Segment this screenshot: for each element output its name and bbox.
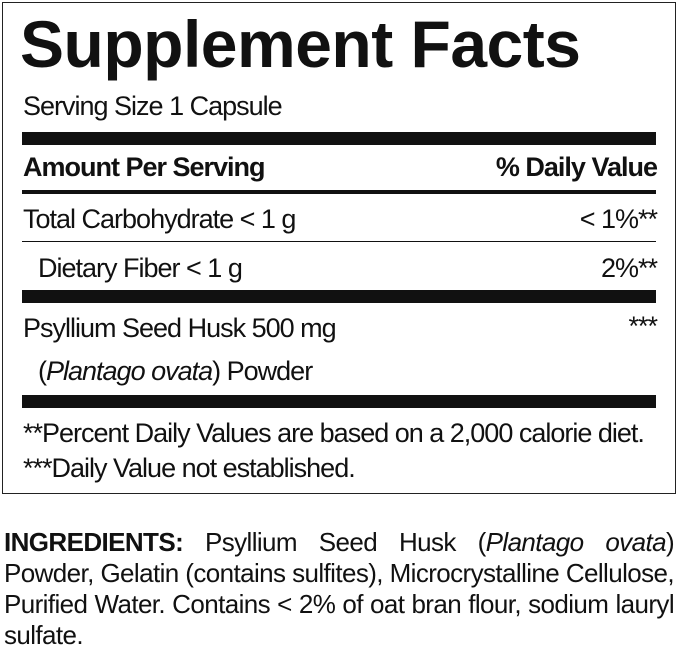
ingredients-text: INGREDIENTS: Psyllium Seed Husk (Plantag… [4, 527, 675, 651]
serving-size: Serving Size 1 Capsule [23, 91, 283, 121]
sub-rest: ) Powder [212, 356, 313, 386]
divider-thick [22, 132, 656, 145]
ingredients-label: INGREDIENTS: [4, 527, 184, 557]
row-dv: 2%** [600, 253, 658, 283]
footnote: **Percent Daily Values are based on a 2,… [23, 418, 645, 448]
divider-thin [22, 241, 656, 242]
supplement-facts-panel [2, 2, 676, 494]
paren: ( [38, 356, 47, 386]
row-sublabel: (Plantago ovata) Powder [38, 355, 313, 387]
row-label: Dietary Fiber < 1 g [38, 253, 243, 283]
divider-medium [22, 190, 656, 194]
row-label: Total Carbohydrate < 1 g [23, 204, 296, 234]
footnote: ***Daily Value not established. [23, 453, 356, 483]
ingredients-part: Psyllium Seed Husk ( [183, 527, 486, 557]
daily-value-header: % Daily Value [495, 152, 658, 182]
divider-thick [22, 290, 656, 303]
ingredients-part: ) Powder, Gelatin (contains sulfites), M… [4, 527, 675, 650]
ingredients-species: Plantago ovata [485, 527, 667, 557]
species-name: Plantago ovata [46, 356, 213, 386]
amount-per-serving-header: Amount Per Serving [23, 152, 266, 182]
row-dv: *** [628, 311, 658, 341]
row-label: Psyllium Seed Husk 500 mg [23, 313, 337, 343]
divider-thick [22, 395, 656, 408]
row-dv: < 1%** [579, 204, 658, 234]
panel-title: Supplement Facts [20, 7, 581, 81]
